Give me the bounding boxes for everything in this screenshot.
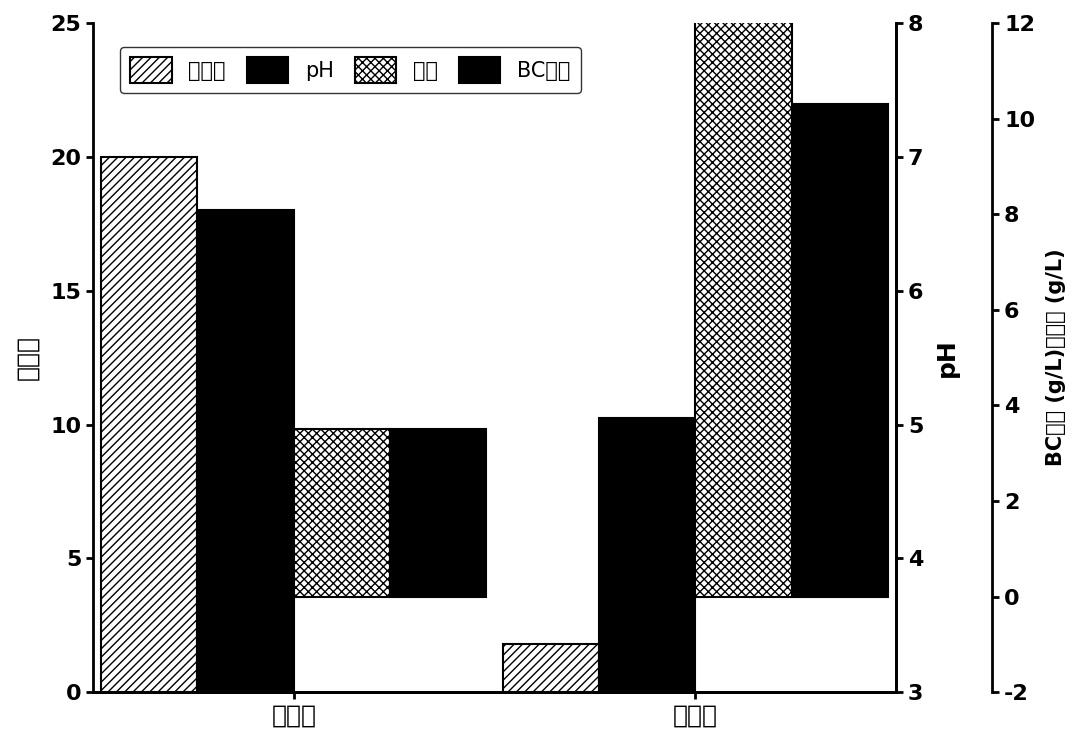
Bar [503, 644, 598, 692]
Bar [390, 429, 487, 597]
Y-axis label: pH: pH [934, 338, 958, 377]
Bar [792, 104, 888, 597]
Y-axis label: 葡萄糖: 葡萄糖 [15, 335, 39, 380]
Bar [101, 157, 198, 692]
Y-axis label: BC干重 (g/L)；乙酸 (g/L): BC干重 (g/L)；乙酸 (g/L) [1046, 249, 1066, 467]
Bar [598, 418, 695, 743]
Bar [198, 210, 294, 743]
Bar [695, 9, 792, 597]
Legend: 葡萄糖, pH, 乙酸, BC干重: 葡萄糖, pH, 乙酸, BC干重 [119, 47, 581, 93]
Bar [294, 429, 390, 597]
